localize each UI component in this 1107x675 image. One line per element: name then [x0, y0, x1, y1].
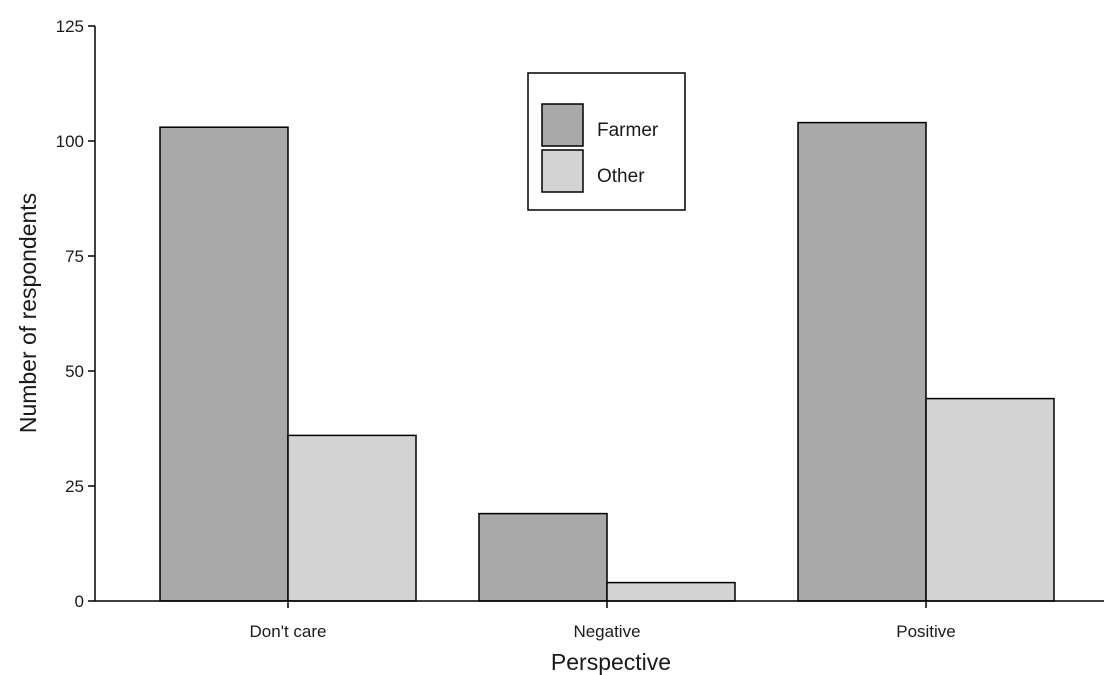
legend: Farmer Other	[527, 72, 686, 211]
bar-other-don-t-care	[287, 434, 417, 602]
legend-label-farmer: Farmer	[597, 120, 659, 141]
x-axis: Don't care Negative Positive	[95, 600, 1104, 641]
bar-farmer-positive	[797, 121, 927, 602]
y-tick-label: 0	[75, 592, 84, 611]
y-tick-label: 25	[65, 477, 84, 496]
bar-other-positive	[925, 397, 1055, 602]
bar-farmer-negative	[478, 512, 608, 602]
bar-other-negative	[606, 581, 736, 602]
legend-swatch-other	[541, 149, 584, 193]
x-axis-title: Perspective	[551, 649, 671, 675]
y-tick-label: 125	[56, 17, 84, 36]
x-tick-label: Negative	[573, 622, 640, 641]
x-tick-label: Positive	[896, 622, 956, 641]
y-tick-label: 75	[65, 247, 84, 266]
bar-farmer-don-t-care	[159, 126, 289, 602]
bars-group	[159, 121, 1055, 602]
y-tick-label: 100	[56, 132, 84, 151]
y-tick-label: 50	[65, 362, 84, 381]
y-axis: 0 25 50 75 100 125	[56, 17, 96, 611]
legend-label-other: Other	[597, 166, 645, 187]
legend-swatch-farmer	[541, 103, 584, 147]
y-axis-title: Number of respondents	[15, 193, 41, 433]
x-tick-label: Don't care	[250, 622, 327, 641]
